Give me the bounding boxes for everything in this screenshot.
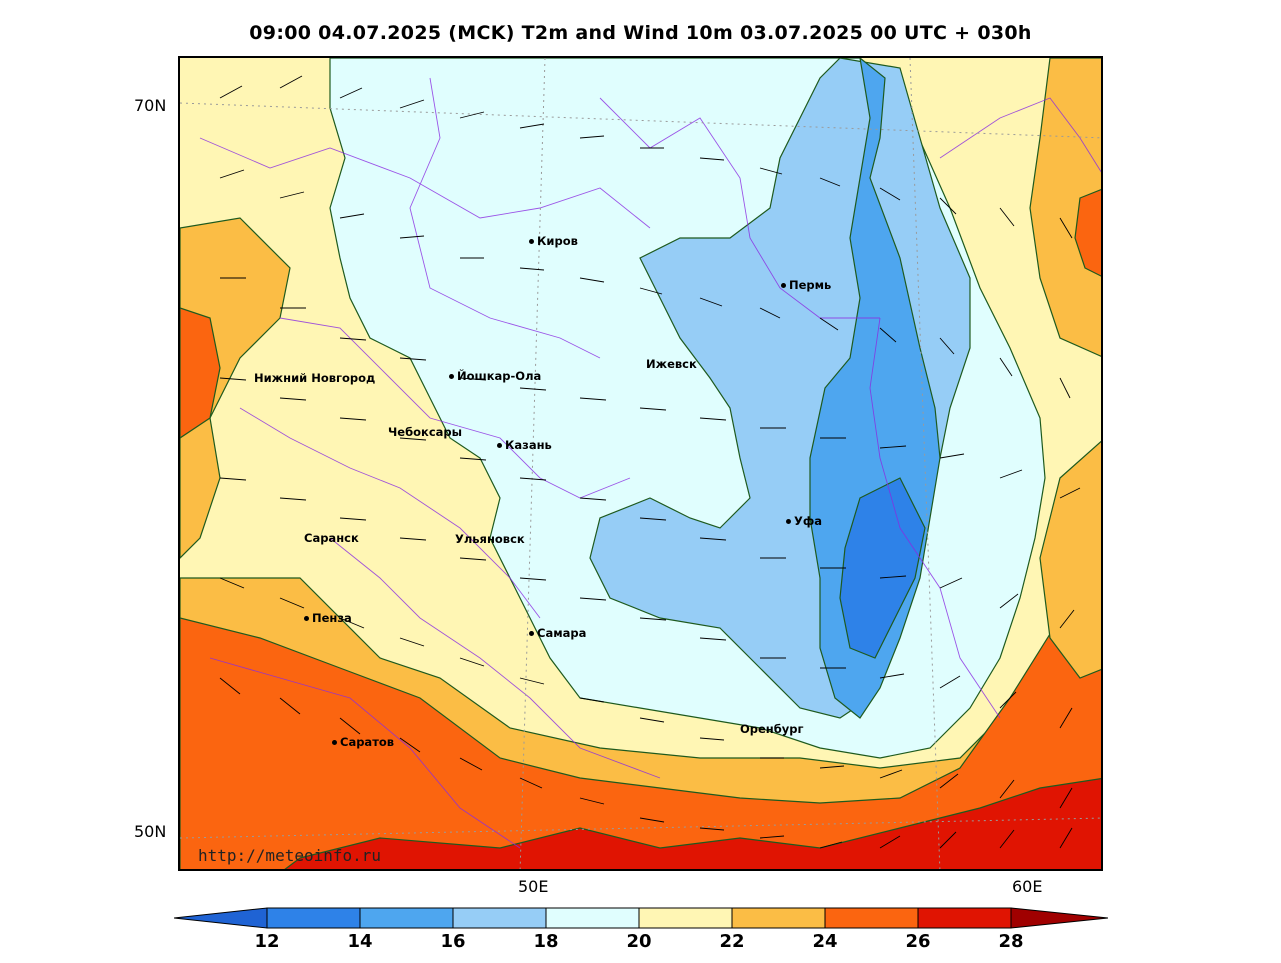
city-label: Оренбург	[740, 722, 804, 736]
colorbar-bin	[824, 907, 919, 929]
colorbar-bin	[638, 907, 733, 929]
city-label: Саранск	[304, 531, 359, 545]
city-label: Ульяновск	[455, 532, 525, 546]
zone-west-hot	[180, 307, 221, 439]
city-nizhny-novgorod: Нижний Новгород	[254, 371, 375, 385]
colorbar-low-extension	[174, 907, 268, 929]
city-penza: Пенза	[304, 611, 352, 625]
zone-12-14	[839, 477, 926, 659]
colorbar-bin	[731, 907, 826, 929]
city-saratov: Саратов	[332, 735, 394, 749]
lat-label-70n: 70N	[134, 96, 167, 115]
city-label: Ижевск	[646, 357, 697, 371]
city-label: Уфа	[794, 514, 823, 528]
colorbar-tick: 22	[719, 931, 745, 952]
colorbar-tick: 18	[533, 931, 559, 952]
lon-label-50e: 50E	[518, 877, 549, 896]
city-marker	[529, 631, 534, 636]
city-label: Казань	[505, 438, 552, 452]
colorbar-bin	[359, 907, 454, 929]
city-label: Нижний Новгород	[254, 371, 376, 385]
city-label: Йошкар-Ола	[457, 369, 542, 383]
city-kazan: Казань	[497, 438, 552, 452]
city-saransk: Саранск	[304, 531, 359, 545]
city-perm: Пермь	[781, 278, 831, 292]
city-marker	[786, 519, 791, 524]
zone-ne-warm	[1029, 58, 1101, 357]
city-label: Пермь	[789, 278, 832, 292]
zone-26-28	[180, 562, 1101, 869]
lat-label-50n: 50N	[134, 822, 167, 841]
colorbar-bin	[266, 907, 361, 929]
colorbar-tick: 26	[905, 931, 931, 952]
city-samara: Самара	[529, 626, 586, 640]
colorbar-tick: 12	[254, 931, 280, 952]
city-label: Киров	[537, 234, 578, 248]
region-borders	[199, 77, 1101, 849]
colorbar-bin	[452, 907, 547, 929]
colorbar	[174, 907, 1108, 929]
city-label: Саратов	[340, 735, 395, 749]
temperature-map	[178, 56, 1103, 871]
city-ulyanovsk: Ульяновск	[455, 532, 525, 546]
grid-lines	[180, 58, 1101, 869]
city-marker	[497, 443, 502, 448]
city-yoshkar-ola: Йошкар-Ола	[449, 369, 541, 383]
city-marker	[304, 616, 309, 621]
wind-barbs	[219, 75, 1081, 849]
city-izhevsk: Ижевск	[646, 357, 697, 371]
lon-label-60e: 60E	[1012, 877, 1043, 896]
colorbar-high-extension	[1010, 907, 1108, 929]
colorbar-bin	[917, 907, 1012, 929]
city-ufa: Уфа	[786, 514, 822, 528]
zone-east-warm	[1039, 440, 1101, 679]
city-marker	[529, 239, 534, 244]
zone-ne-hot	[1074, 188, 1101, 277]
city-label: Самара	[537, 626, 587, 640]
colorbar-bin	[545, 907, 640, 929]
zone-west-warm	[180, 217, 291, 559]
colorbar-tick: 14	[347, 931, 373, 952]
source-url: http://meteoinfo.ru	[198, 846, 382, 865]
city-label: Чебоксары	[388, 425, 463, 439]
city-cheboksary: Чебоксары	[388, 425, 462, 439]
colorbar-tick: 20	[626, 931, 652, 952]
city-marker	[332, 740, 337, 745]
city-label: Пенза	[312, 611, 352, 625]
colorbar-tick: 28	[998, 931, 1024, 952]
city-kirov: Киров	[529, 234, 578, 248]
zone-28-plus	[284, 778, 1101, 869]
city-marker	[449, 374, 454, 379]
city-orenburg: Оренбург	[740, 722, 804, 736]
colorbar-tick: 24	[812, 931, 838, 952]
city-marker	[781, 283, 786, 288]
colorbar-tick: 16	[440, 931, 466, 952]
map-title: 09:00 04.07.2025 (MCK) T2m and Wind 10m …	[249, 22, 1032, 44]
